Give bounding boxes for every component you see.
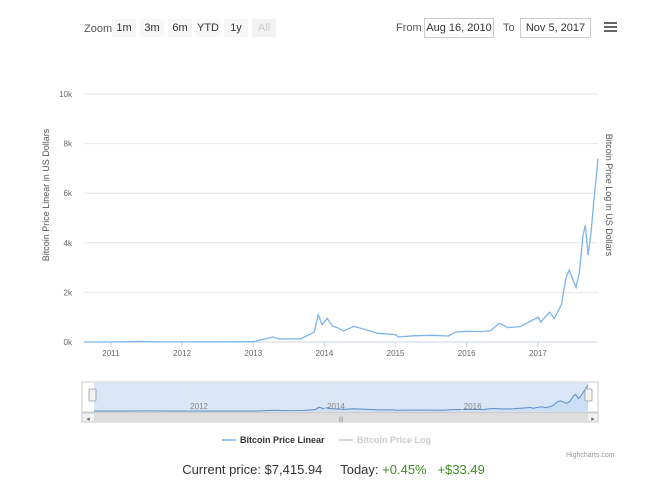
zoom-1m-button[interactable]: 1m [112, 19, 136, 37]
price-summary: Current price: $7,415.94 Today: +0.45% +… [0, 462, 667, 477]
zoom-6m-button[interactable]: 6m [168, 19, 192, 37]
x-axis: 2011 2012 2013 2014 2015 2016 2017 [102, 342, 547, 358]
range-selector: Zoom 1m 3m 6m YTD 1y All From Aug 16, 20… [0, 0, 667, 50]
today-label: Today: [340, 462, 379, 477]
x-tick-label: 2014 [316, 349, 334, 358]
navigator-mask [94, 383, 588, 412]
to-label: To [503, 22, 515, 34]
series-line-bitcoin-price-linear [84, 158, 599, 343]
legend-label-bitcoin-price-linear: Bitcoin Price Linear [240, 435, 325, 445]
y-tick-label: 6k [64, 189, 73, 198]
zoom-all-button[interactable]: All [252, 19, 276, 37]
scrollbar-right-arrow-icon[interactable]: ▸ [591, 416, 595, 423]
legend-item-bitcoin-price-log[interactable]: Bitcoin Price Log [339, 435, 431, 445]
y-tick-label: 4k [64, 239, 73, 248]
zoom-1y-button[interactable]: 1y [224, 19, 248, 37]
x-tick-label: 2013 [244, 349, 262, 358]
x-tick-label: 2017 [529, 349, 547, 358]
from-label: From [396, 22, 422, 34]
zoom-ytd-button[interactable]: YTD [196, 19, 220, 37]
navigator-handle-right[interactable] [584, 388, 593, 402]
y-tick-label: 10k [59, 90, 73, 99]
navigator-x-label: 2012 [190, 402, 208, 411]
navigator-x-label: 2014 [327, 402, 345, 411]
change-percent: +0.45% [382, 462, 427, 477]
navigator-x-label: 2016 [464, 402, 482, 411]
x-tick-label: 2011 [102, 349, 120, 358]
legend-label-bitcoin-price-log: Bitcoin Price Log [357, 435, 431, 445]
credits-link[interactable]: Highcharts.com [566, 452, 615, 459]
y-tick-label: 2k [64, 288, 73, 297]
zoom-label: Zoom [84, 23, 113, 35]
x-tick-label: 2015 [387, 349, 405, 358]
from-date-input[interactable]: Aug 16, 2010 [424, 18, 494, 38]
scrollbar-left-arrow-icon[interactable]: ◂ [86, 416, 90, 423]
to-date-input[interactable]: Nov 5, 2017 [520, 18, 591, 38]
navigator-line [94, 384, 589, 412]
scrollbar-grip-icon[interactable]: ||| [339, 417, 344, 423]
y-tick-label: 0k [64, 338, 73, 347]
zoom-3m-button[interactable]: 3m [140, 19, 164, 37]
x-tick-label: 2016 [458, 349, 476, 358]
navigator[interactable]: 2012 2014 2016 ◂ ▸ ||| [81, 381, 599, 423]
navigator-handle-left[interactable] [88, 388, 97, 402]
legend: Bitcoin Price Linear Bitcoin Price Log [222, 435, 431, 445]
grid [84, 93, 598, 343]
current-price: Current price: $7,415.94 [182, 462, 323, 477]
y-axis: 0k 2k 4k 6k 8k 10k [59, 90, 73, 347]
hamburger-menu-icon[interactable] [604, 22, 617, 34]
scrollbar-thumb[interactable] [94, 413, 588, 422]
change-absolute: +$33.49 [437, 462, 485, 477]
y-axis-title: Bitcoin Price Linear in US Dollars [41, 128, 51, 261]
navigator-area [94, 385, 588, 411]
y-axis-title-right: Bitcoin Price Log in US Dollars [604, 134, 614, 257]
y-tick-label: 8k [64, 140, 73, 149]
x-tick-label: 2012 [173, 349, 191, 358]
legend-item-bitcoin-price-linear[interactable]: Bitcoin Price Linear [222, 435, 325, 445]
